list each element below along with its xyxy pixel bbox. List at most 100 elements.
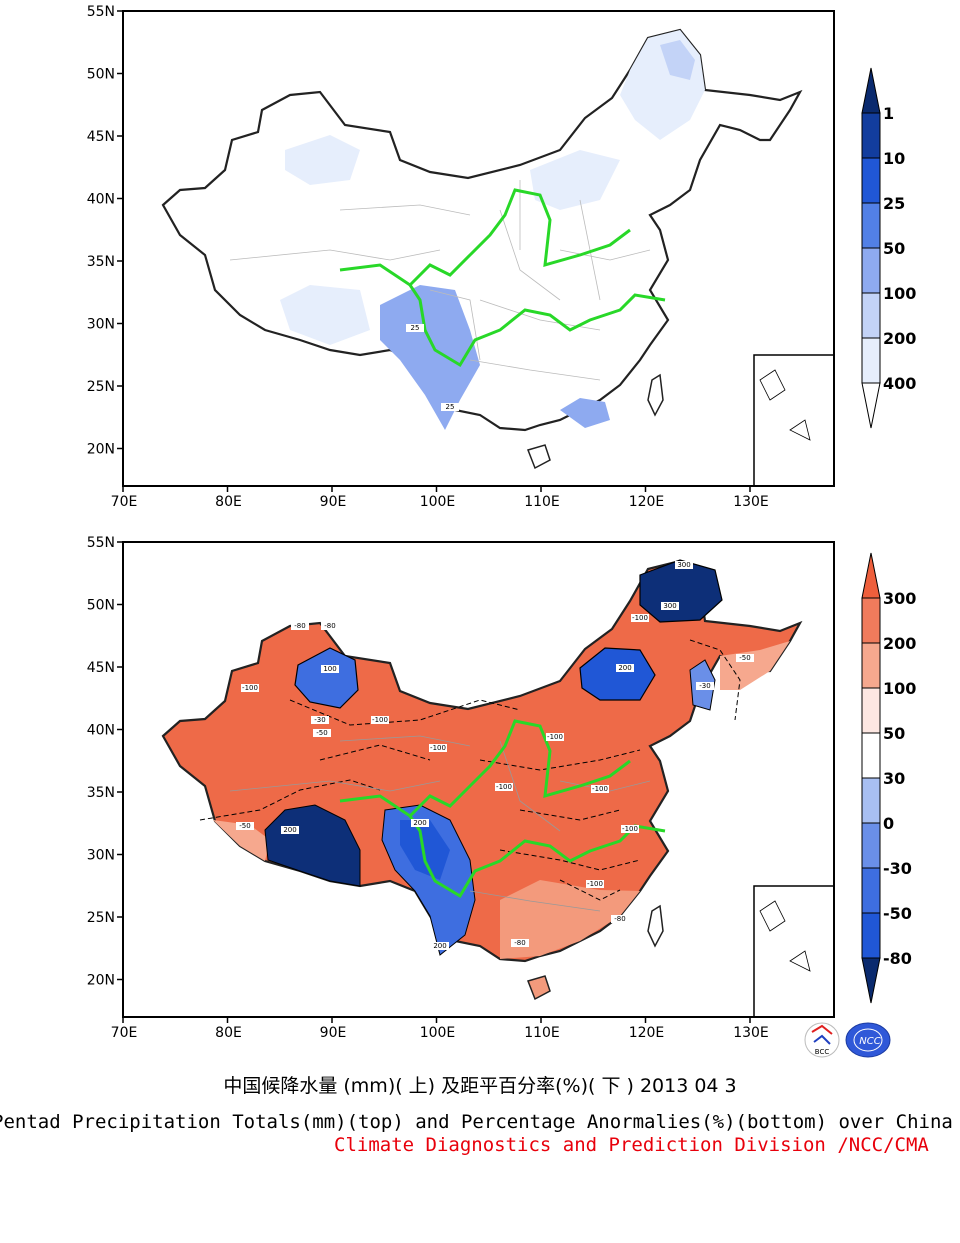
bottom-lat-label: 45N — [87, 660, 115, 676]
bottom-colorbar-label: -50 — [883, 904, 912, 923]
bottom-taiwan — [647, 904, 664, 948]
bottom-colorbar-label: 50 — [883, 724, 905, 743]
top-taiwan — [647, 373, 664, 417]
bottom-colorbar-cap-top — [861, 552, 881, 599]
top-colorbar-segment — [861, 292, 881, 339]
bottom-contour-label-bg — [616, 664, 634, 672]
title-english: Pentad Precipitation Totals(mm)(top) and… — [0, 1111, 953, 1133]
bottom-anom-tibet-high — [264, 804, 361, 887]
bottom-contour-label-bg — [661, 602, 679, 610]
bottom-contour-label: -100 — [587, 880, 603, 888]
bcc-logo: BCC — [804, 1022, 840, 1058]
bottom-contour-label: -50 — [316, 729, 327, 737]
bottom-contour-label: -100 — [622, 825, 638, 833]
top-lat-label: 35N — [87, 254, 115, 270]
bottom-contour-label-bg — [281, 826, 299, 834]
bottom-contour-label: -30 — [314, 716, 325, 724]
bottom-anom-light-s — [500, 880, 640, 959]
top-lat-label: 30N — [87, 317, 115, 333]
bottom-contour-label: -100 — [632, 614, 648, 622]
bottom-contour-label-bg — [546, 733, 564, 741]
bottom-lon-axis: 70E 80E 90E 100E 110E 120E 130E — [111, 1017, 769, 1041]
bottom-lon-label: 80E — [215, 1025, 242, 1041]
top-lon-label: 120E — [629, 494, 665, 510]
bottom-lat-label: 30N — [87, 848, 115, 864]
bottom-contour-label: 200 — [413, 819, 426, 827]
bottom-contour-label: 300 — [663, 602, 676, 610]
bottom-contour-label-bg — [631, 614, 649, 622]
bottom-colorbar-label: -30 — [883, 859, 912, 878]
bottom-contour-label: -100 — [547, 733, 563, 741]
title-chinese: 中国候降水量 (mm)( 上) 及距平百分率(%)( 下 ) 2013 04 3 — [223, 1075, 737, 1097]
bottom-contour-label: -100 — [372, 716, 388, 724]
bottom-colorbar-cap-bottom — [861, 957, 881, 1004]
top-precip-northeast-core — [660, 40, 695, 80]
top-colorbar-segment — [861, 202, 881, 249]
top-colorbar-label: 100 — [883, 284, 916, 303]
bottom-colorbar-segment — [861, 642, 881, 689]
bottom-contour-label: -100 — [242, 684, 258, 692]
bottom-contour-label-bg — [321, 622, 339, 630]
bottom-contour-label-bg — [311, 716, 329, 724]
top-colorbar-label: 25 — [883, 194, 905, 213]
bottom-map-panel: 55N 50N 45N 40N 35N 30N 25N 20N 70E 80E 90E 100E 11… — [87, 535, 917, 1041]
top-lat-label: 55N — [87, 4, 115, 20]
top-precip-north — [285, 135, 360, 185]
bottom-lon-label: 70E — [111, 1025, 138, 1041]
top-lat-label: 40N — [87, 192, 115, 208]
bottom-inset-box — [753, 885, 834, 1017]
bcc-logo-text: BCC — [815, 1048, 830, 1056]
bottom-colorbar-label: 200 — [883, 634, 916, 653]
bottom-contour-label-bg — [429, 744, 447, 752]
top-lon-axis: 70E 80E 90E 100E 110E 120E 130E — [111, 486, 769, 510]
top-yellow-river — [339, 188, 631, 287]
top-colorbar-segment — [861, 247, 881, 294]
bottom-contour-label-bg — [371, 716, 389, 724]
top-lat-axis: 55N 50N 45N 40N 35N 30N 25N 20N — [87, 4, 123, 458]
bottom-contour-label-bg — [313, 729, 331, 737]
top-contour-label-bg — [441, 403, 459, 411]
bottom-colorbar-segment — [861, 867, 881, 914]
bottom-contour-labels: -100 -100 -100 -100 -100 -80 -100 -100 -100 -80 -1… — [236, 561, 754, 950]
bottom-contour-label-bg — [236, 822, 254, 830]
bottom-yangtze-river — [408, 815, 666, 899]
top-colorbar-label: 200 — [883, 329, 916, 348]
top-precip-tibet — [280, 285, 370, 345]
bottom-contour-label-bg — [621, 825, 639, 833]
top-contour-label: 25 — [446, 403, 455, 411]
top-lon-label: 80E — [215, 494, 242, 510]
bottom-contour-label-bg — [495, 783, 513, 791]
bottom-colorbar-label: -80 — [883, 949, 912, 968]
bottom-contour-label: -100 — [430, 744, 446, 752]
bottom-contour-label-bg — [291, 622, 309, 630]
top-colorbar-label: 50 — [883, 239, 905, 258]
top-lon-label: 70E — [111, 494, 138, 510]
bottom-lon-label: 90E — [320, 1025, 347, 1041]
bottom-china-outline — [161, 559, 803, 963]
bottom-contour-label: 200 — [618, 664, 631, 672]
bottom-lat-label: 50N — [87, 598, 115, 614]
bottom-contour-label: -80 — [514, 939, 525, 947]
bottom-colorbar-segment — [861, 777, 881, 824]
top-colorbar-label: 1 — [883, 104, 894, 123]
bottom-anom-yunnan-core — [400, 820, 450, 880]
bottom-colorbar-segment — [861, 822, 881, 869]
ncc-logo-text: NCC — [859, 1036, 880, 1047]
bottom-contour-label: 100 — [323, 665, 336, 673]
ncc-logo: NCC — [845, 1022, 891, 1058]
top-contour-labels: 25 25 — [406, 324, 459, 411]
bottom-colorbar-segment — [861, 597, 881, 644]
top-map-frame — [122, 10, 835, 487]
title-organization: Climate Diagnostics and Prediction Divis… — [334, 1134, 929, 1156]
bottom-lat-label: 40N — [87, 723, 115, 739]
top-lat-label: 20N — [87, 442, 115, 458]
bottom-lat-label: 25N — [87, 910, 115, 926]
bottom-map-frame — [122, 541, 835, 1018]
bottom-lon-label: 130E — [733, 1025, 769, 1041]
top-colorbar-segment — [861, 112, 881, 159]
bottom-contour-label: -80 — [294, 622, 305, 630]
bottom-hainan — [527, 975, 551, 1001]
bottom-anom-light-sw — [213, 820, 270, 861]
bottom-contour-label-bg — [321, 665, 339, 673]
